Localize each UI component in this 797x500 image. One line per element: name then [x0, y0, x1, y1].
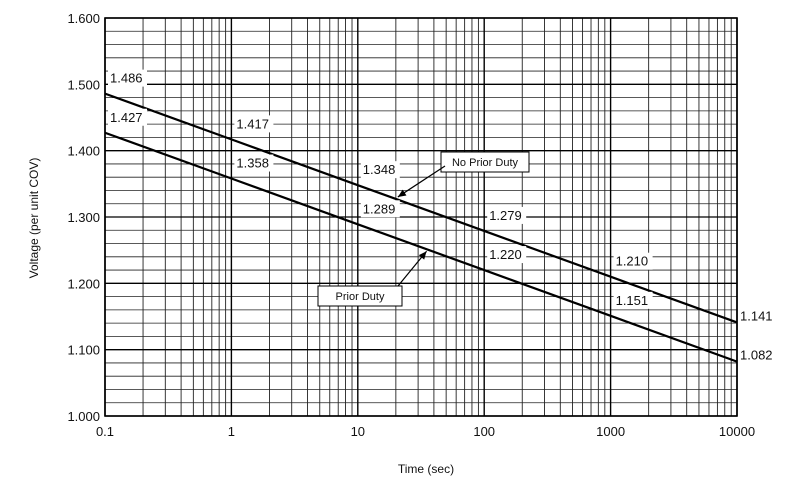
data-label-bg [613, 252, 653, 270]
data-label-bg [108, 108, 147, 126]
y-axis-title: Voltage (per unit COV) [27, 158, 41, 279]
data-label: 1.141 [738, 307, 777, 325]
data-label: 1.417 [234, 115, 274, 133]
x-tick-label: 1 [228, 424, 235, 439]
x-tick-label: 10000 [719, 424, 755, 439]
series-callouts: No Prior Duty Prior Duty [317, 151, 530, 307]
data-label: 1.427 [108, 108, 147, 126]
y-tick-label: 1.000 [67, 409, 100, 424]
x-tick-labels: 0.1 1 10 100 1000 10000 [96, 424, 755, 439]
x-axis-title: Time (sec) [398, 462, 454, 476]
y-tick-label: 1.300 [67, 210, 100, 225]
data-label-bg [360, 200, 400, 218]
data-label-text: 1.358 [236, 156, 269, 171]
y-tick-label: 1.400 [67, 144, 100, 159]
x-tick-label: 1000 [596, 424, 625, 439]
data-label-text: 1.486 [110, 71, 143, 86]
data-label-text: 1.417 [236, 116, 269, 131]
grid-major [104, 17, 738, 417]
series-lines [104, 92, 738, 363]
data-label: 1.220 [487, 246, 527, 264]
data-label-bg [234, 115, 274, 133]
data-label-bg [108, 69, 147, 87]
data-labels: 1.486 1.417 1.348 1.279 1.210 1.141 1.427 1.358… [108, 69, 777, 364]
x-tick-label: 0.1 [96, 424, 114, 439]
callout-prior-duty: Prior Duty [317, 250, 428, 307]
callout-no-prior-duty-arrow [397, 165, 446, 198]
data-label-bg [738, 346, 777, 364]
data-label-bg [360, 161, 400, 179]
data-label-bg [487, 246, 527, 264]
plot-frame [104, 17, 738, 417]
callout-prior-duty-text: Prior Duty [336, 291, 385, 303]
data-label-text: 1.082 [740, 348, 773, 363]
data-label-bg [487, 206, 527, 224]
x-tick-label: 100 [473, 424, 495, 439]
data-label: 1.082 [738, 346, 777, 364]
data-label-text: 1.151 [616, 293, 649, 308]
callout-no-prior-duty: No Prior Duty [397, 151, 530, 198]
data-label-text: 1.289 [363, 201, 396, 216]
data-label: 1.486 [108, 69, 147, 87]
callout-no-prior-duty-text: No Prior Duty [452, 157, 519, 169]
y-tick-labels: 1.000 1.100 1.200 1.300 1.400 1.500 1.600 [67, 11, 100, 424]
callout-prior-duty-box [317, 285, 403, 307]
data-label: 1.210 [613, 252, 653, 270]
callout-no-prior-duty-arrowhead [397, 189, 407, 197]
series-line-no-prior-duty [104, 92, 738, 324]
x-tick-label: 10 [351, 424, 365, 439]
y-tick-label: 1.500 [67, 77, 100, 92]
callout-no-prior-duty-box [440, 151, 530, 173]
data-label-bg [234, 154, 274, 172]
data-label-text: 1.220 [489, 247, 522, 262]
series-line-prior-duty [104, 131, 738, 363]
data-label: 1.348 [360, 161, 400, 179]
data-label: 1.279 [487, 206, 527, 224]
data-label: 1.151 [613, 291, 653, 309]
callout-prior-duty-arrowhead [418, 251, 427, 260]
data-label: 1.289 [360, 200, 400, 218]
y-tick-label: 1.600 [67, 11, 100, 26]
data-label-text: 1.279 [489, 208, 522, 223]
data-label-bg [613, 291, 653, 309]
y-tick-label: 1.100 [67, 343, 100, 358]
y-tick-label: 1.200 [67, 276, 100, 291]
data-label-text: 1.210 [616, 254, 649, 269]
data-label-text: 1.348 [363, 162, 396, 177]
data-label-text: 1.427 [110, 110, 143, 125]
data-label-bg [738, 307, 777, 325]
data-label-text: 1.141 [740, 308, 773, 323]
data-label: 1.358 [234, 154, 274, 172]
